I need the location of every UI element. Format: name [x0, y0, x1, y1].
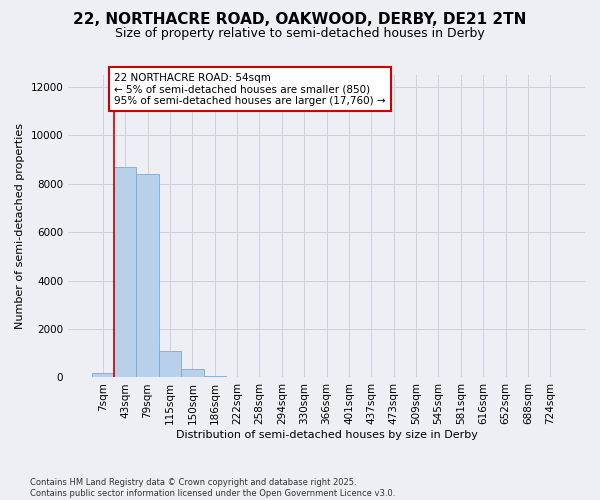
- Bar: [114, 167, 136, 378]
- Bar: [159, 351, 181, 378]
- Bar: [181, 370, 203, 378]
- Bar: [136, 174, 159, 378]
- Bar: [203, 376, 226, 378]
- X-axis label: Distribution of semi-detached houses by size in Derby: Distribution of semi-detached houses by …: [176, 430, 478, 440]
- Bar: [92, 372, 114, 378]
- Text: 22, NORTHACRE ROAD, OAKWOOD, DERBY, DE21 2TN: 22, NORTHACRE ROAD, OAKWOOD, DERBY, DE21…: [73, 12, 527, 28]
- Y-axis label: Number of semi-detached properties: Number of semi-detached properties: [15, 123, 25, 329]
- Text: Contains HM Land Registry data © Crown copyright and database right 2025.
Contai: Contains HM Land Registry data © Crown c…: [30, 478, 395, 498]
- Text: 22 NORTHACRE ROAD: 54sqm
← 5% of semi-detached houses are smaller (850)
95% of s: 22 NORTHACRE ROAD: 54sqm ← 5% of semi-de…: [114, 72, 386, 106]
- Text: Size of property relative to semi-detached houses in Derby: Size of property relative to semi-detach…: [115, 28, 485, 40]
